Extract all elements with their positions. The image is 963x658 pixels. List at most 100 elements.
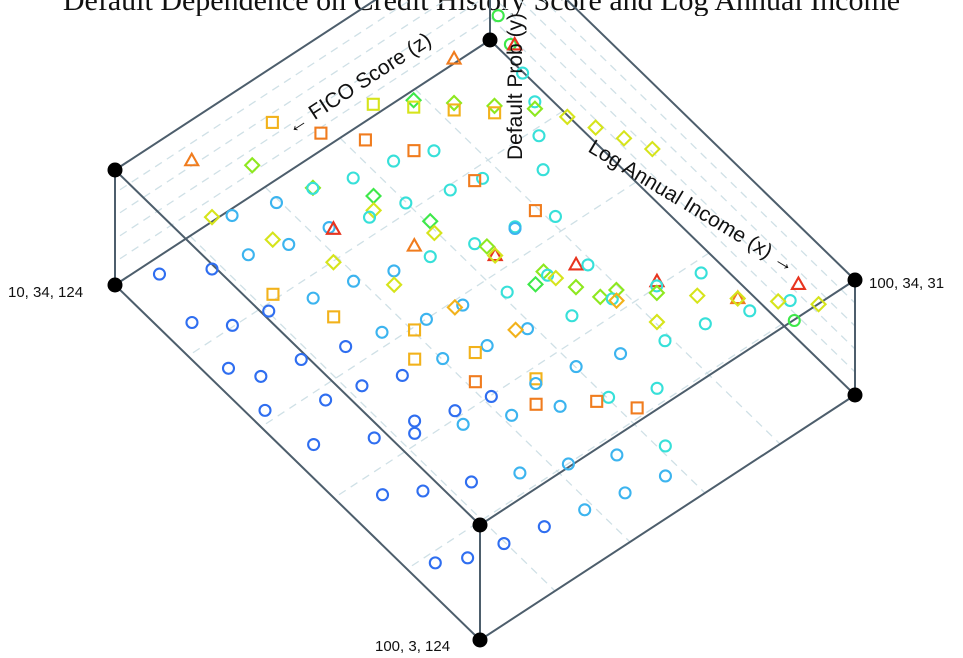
data-point-diamond (478, 237, 496, 255)
data-point-circle (241, 248, 255, 262)
data-point-circle (602, 390, 616, 404)
data-point-circle (456, 417, 470, 431)
data-point-diamond (425, 224, 443, 242)
data-point-circle (355, 379, 369, 393)
grid-line (114, 16, 491, 263)
data-point-circle (375, 325, 389, 339)
grid-line (114, 0, 447, 217)
data-point-circle (408, 414, 422, 428)
corner-label-right: 100, 34, 31 (869, 275, 944, 292)
corner-marker (107, 277, 123, 293)
data-point-circle (529, 376, 543, 391)
data-point-square (366, 97, 380, 111)
data-point-circle (520, 322, 535, 336)
data-point-circle (399, 196, 413, 210)
chart-title: Default Dependence on Credit History Sco… (0, 0, 963, 16)
data-point-circle (152, 267, 167, 281)
data-point-diamond (643, 140, 661, 158)
data-point-circle (468, 237, 482, 251)
data-point-circle (254, 369, 268, 383)
grid-lines (114, 0, 856, 592)
data-point-triangle (325, 220, 342, 235)
data-point-square (488, 106, 502, 120)
data-point-circle (536, 163, 550, 177)
data-point-diamond (486, 247, 504, 264)
data-point-square (327, 310, 341, 324)
grid-line (114, 0, 483, 240)
data-point-diamond (526, 100, 544, 118)
data-point-square (408, 352, 422, 366)
data-point-circle (532, 129, 546, 143)
corner-marker (472, 632, 488, 648)
corner-label-bottom: 100, 3, 124 (375, 638, 450, 655)
corner-marker (472, 517, 488, 533)
data-point-diamond (648, 284, 666, 302)
data-point-square (468, 345, 482, 360)
data-point-diamond (608, 292, 625, 310)
data-point-circle (294, 352, 308, 367)
data-point-diamond (591, 288, 609, 306)
data-point-square (468, 375, 482, 389)
data-point-diamond (507, 321, 525, 339)
data-point-circle (783, 293, 797, 308)
data-point-circle (650, 279, 664, 293)
data-point-circle (258, 403, 272, 417)
data-point-circle (787, 313, 801, 328)
data-point-circle (346, 171, 360, 185)
data-point-square (407, 100, 421, 114)
data-point-circle (698, 317, 712, 331)
data-point-circle (480, 339, 494, 353)
data-point-circle (513, 466, 527, 480)
grid-line (114, 0, 412, 194)
grid-line (189, 235, 556, 592)
data-point-diamond (243, 156, 261, 174)
data-point-circle (362, 210, 377, 224)
corner-marker (847, 387, 863, 403)
grid-line (187, 110, 564, 357)
data-point-diamond (587, 119, 605, 137)
data-point-circle (205, 262, 219, 276)
data-point-circle (569, 360, 583, 374)
data-point-circle (395, 368, 409, 383)
data-point-diamond (567, 278, 585, 296)
data-point-circle (339, 340, 353, 354)
data-point-circle (419, 312, 433, 326)
data-point-circle (306, 181, 320, 195)
grid-line (542, 0, 856, 304)
data-point-diamond (527, 275, 545, 293)
data-point-square (630, 401, 644, 415)
grid-line (489, 16, 856, 373)
box-edge (479, 279, 856, 526)
data-point-circle (269, 196, 284, 210)
data-point-circle (282, 237, 296, 251)
data-point-circle (561, 457, 575, 471)
data-point-triangle (567, 255, 585, 271)
data-point-circle (428, 556, 442, 570)
grid-line (264, 186, 631, 543)
data-point-triangle (790, 275, 807, 291)
data-point-square (468, 174, 482, 188)
axis-label-x: Log Annual Income (x) → (584, 136, 799, 278)
data-point-triangle (729, 289, 747, 305)
data-point-circle (658, 439, 672, 453)
data-point-diamond (615, 129, 633, 147)
data-point-circle (387, 154, 401, 168)
data-point-circle (548, 209, 562, 224)
box-edges (114, 0, 856, 641)
corner-marker (107, 162, 123, 178)
data-point-circle (497, 537, 511, 551)
box-edge (114, 39, 491, 286)
data-point-diamond (769, 292, 787, 310)
box-edge (114, 0, 378, 171)
data-point-circle (367, 431, 381, 445)
data-point-circle (306, 291, 320, 305)
data-point-circle (416, 484, 430, 498)
data-point-circle (500, 285, 514, 299)
data-point-triangle (183, 151, 201, 167)
data-point-diamond (648, 313, 666, 331)
data-point-circle (658, 469, 672, 483)
grid-line (518, 0, 856, 327)
data-point-circle (618, 486, 632, 500)
data-point-diamond (688, 287, 706, 305)
